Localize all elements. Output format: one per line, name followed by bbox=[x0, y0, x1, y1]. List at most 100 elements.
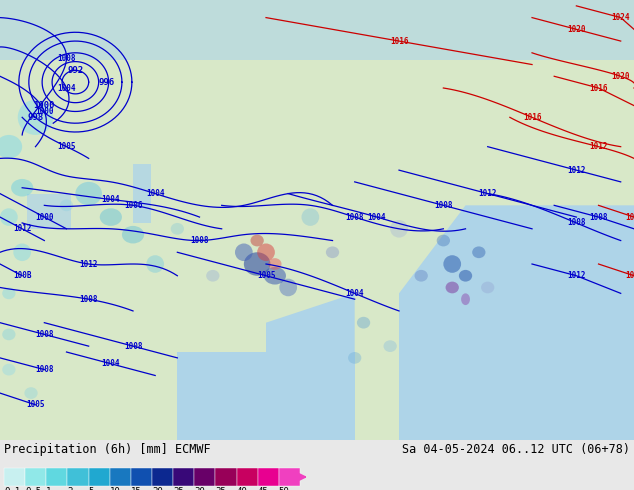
Ellipse shape bbox=[257, 244, 275, 261]
Polygon shape bbox=[27, 194, 71, 229]
Ellipse shape bbox=[459, 270, 472, 282]
Text: 2: 2 bbox=[67, 487, 73, 490]
Ellipse shape bbox=[75, 182, 102, 205]
Text: 1000: 1000 bbox=[35, 107, 54, 116]
Text: 1004: 1004 bbox=[101, 195, 120, 204]
Text: 1012: 1012 bbox=[624, 213, 634, 221]
Text: 15: 15 bbox=[131, 487, 141, 490]
Text: 1006: 1006 bbox=[124, 201, 142, 210]
Ellipse shape bbox=[348, 352, 361, 364]
Text: 1008: 1008 bbox=[35, 330, 54, 339]
Text: 40: 40 bbox=[236, 487, 247, 490]
Text: 1016: 1016 bbox=[390, 37, 408, 46]
Text: 1012: 1012 bbox=[13, 224, 32, 233]
Text: 1008: 1008 bbox=[79, 294, 98, 304]
Bar bbox=[4, 468, 25, 486]
Text: 1: 1 bbox=[46, 487, 51, 490]
Bar bbox=[131, 468, 152, 486]
Bar bbox=[25, 468, 46, 486]
Text: 1008: 1008 bbox=[434, 201, 453, 210]
Ellipse shape bbox=[302, 208, 319, 226]
Text: 0.5: 0.5 bbox=[25, 487, 41, 490]
Text: 1004: 1004 bbox=[368, 213, 386, 221]
Bar bbox=[46, 468, 67, 486]
Text: 1012: 1012 bbox=[589, 142, 608, 151]
Text: 1016: 1016 bbox=[523, 113, 541, 122]
Bar bbox=[0, 0, 634, 60]
Text: Sa 04-05-2024 06..12 UTC (06+78): Sa 04-05-2024 06..12 UTC (06+78) bbox=[402, 443, 630, 456]
Text: 50: 50 bbox=[279, 487, 290, 490]
Ellipse shape bbox=[2, 364, 15, 375]
Ellipse shape bbox=[0, 135, 22, 158]
Ellipse shape bbox=[250, 235, 264, 246]
Text: 1008: 1008 bbox=[190, 236, 209, 245]
Text: 100B: 100B bbox=[13, 271, 32, 280]
Ellipse shape bbox=[472, 246, 486, 258]
Text: 25: 25 bbox=[173, 487, 184, 490]
Text: 45: 45 bbox=[257, 487, 268, 490]
Bar bbox=[173, 468, 194, 486]
Text: 998: 998 bbox=[27, 113, 44, 122]
Text: 1008: 1008 bbox=[346, 213, 364, 221]
Polygon shape bbox=[178, 352, 354, 440]
Ellipse shape bbox=[18, 100, 53, 135]
Polygon shape bbox=[133, 164, 151, 223]
Ellipse shape bbox=[100, 208, 122, 226]
Text: 1020: 1020 bbox=[567, 25, 586, 34]
Text: 1020: 1020 bbox=[611, 72, 630, 81]
Ellipse shape bbox=[2, 288, 15, 299]
Bar bbox=[67, 468, 89, 486]
Ellipse shape bbox=[268, 258, 281, 270]
Text: 10: 10 bbox=[110, 487, 120, 490]
Text: 1012: 1012 bbox=[479, 189, 497, 198]
Ellipse shape bbox=[244, 252, 271, 276]
Ellipse shape bbox=[326, 246, 339, 258]
Ellipse shape bbox=[206, 270, 219, 282]
Text: 1024: 1024 bbox=[611, 13, 630, 22]
Ellipse shape bbox=[171, 223, 184, 235]
Text: 1020: 1020 bbox=[624, 271, 634, 280]
Text: 1000: 1000 bbox=[34, 101, 55, 110]
Ellipse shape bbox=[384, 340, 397, 352]
Ellipse shape bbox=[122, 226, 144, 244]
Ellipse shape bbox=[11, 179, 33, 196]
Ellipse shape bbox=[481, 282, 495, 294]
Text: 1005: 1005 bbox=[26, 400, 45, 409]
Bar bbox=[194, 468, 216, 486]
Text: 1008: 1008 bbox=[35, 365, 54, 374]
Text: 1005: 1005 bbox=[257, 271, 275, 280]
Bar bbox=[236, 468, 257, 486]
Text: 1012: 1012 bbox=[567, 166, 586, 174]
Text: 0.1: 0.1 bbox=[4, 487, 20, 490]
Ellipse shape bbox=[264, 267, 286, 285]
Text: 1004: 1004 bbox=[57, 83, 75, 93]
Text: 1004: 1004 bbox=[346, 289, 364, 298]
Polygon shape bbox=[399, 205, 634, 440]
Text: 1008: 1008 bbox=[57, 54, 75, 63]
Ellipse shape bbox=[443, 255, 461, 273]
Bar bbox=[110, 468, 131, 486]
Text: 1004: 1004 bbox=[101, 359, 120, 368]
Text: 992: 992 bbox=[67, 66, 84, 75]
Text: 996: 996 bbox=[98, 77, 115, 87]
Text: 30: 30 bbox=[194, 487, 205, 490]
Ellipse shape bbox=[461, 294, 470, 305]
Ellipse shape bbox=[446, 282, 459, 294]
Text: 1016: 1016 bbox=[589, 83, 608, 93]
Ellipse shape bbox=[280, 279, 297, 296]
Bar bbox=[279, 468, 300, 486]
Text: 35: 35 bbox=[216, 487, 226, 490]
Text: 1008: 1008 bbox=[589, 213, 608, 221]
Ellipse shape bbox=[415, 270, 428, 282]
Text: 1000: 1000 bbox=[35, 213, 54, 221]
Text: 20: 20 bbox=[152, 487, 163, 490]
Ellipse shape bbox=[13, 244, 31, 261]
Text: 1012: 1012 bbox=[79, 260, 98, 269]
Ellipse shape bbox=[24, 387, 37, 399]
Bar bbox=[152, 468, 173, 486]
Text: 1008: 1008 bbox=[567, 219, 586, 227]
Text: 5: 5 bbox=[89, 487, 94, 490]
Ellipse shape bbox=[2, 329, 15, 340]
Bar bbox=[89, 468, 110, 486]
Bar bbox=[257, 468, 279, 486]
